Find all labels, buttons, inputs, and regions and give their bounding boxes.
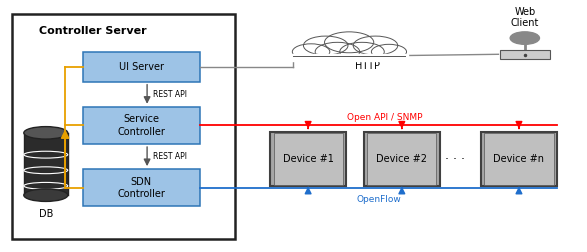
- FancyBboxPatch shape: [484, 133, 554, 185]
- Text: Device #2: Device #2: [376, 154, 427, 164]
- FancyBboxPatch shape: [364, 132, 440, 186]
- FancyBboxPatch shape: [83, 107, 200, 144]
- FancyBboxPatch shape: [481, 132, 557, 186]
- FancyBboxPatch shape: [12, 14, 235, 239]
- Text: HTTP: HTTP: [355, 60, 380, 71]
- Text: Controller Server: Controller Server: [39, 26, 147, 36]
- Circle shape: [372, 44, 407, 59]
- Circle shape: [353, 36, 398, 55]
- Bar: [24, 133, 68, 195]
- Circle shape: [303, 36, 348, 55]
- FancyBboxPatch shape: [83, 52, 200, 82]
- Text: Device #n: Device #n: [494, 154, 545, 164]
- Ellipse shape: [24, 127, 68, 139]
- Text: OpenFlow: OpenFlow: [356, 195, 401, 204]
- Text: REST API: REST API: [153, 90, 187, 99]
- Text: REST API: REST API: [153, 152, 187, 161]
- FancyBboxPatch shape: [83, 169, 200, 206]
- Circle shape: [292, 44, 330, 60]
- Text: · · ·: · · ·: [444, 152, 464, 166]
- Text: Device #1: Device #1: [283, 154, 333, 164]
- Circle shape: [315, 42, 360, 61]
- FancyBboxPatch shape: [270, 132, 346, 186]
- FancyBboxPatch shape: [274, 133, 343, 185]
- Circle shape: [340, 42, 384, 61]
- FancyBboxPatch shape: [367, 133, 436, 185]
- Text: Open API / SNMP: Open API / SNMP: [346, 113, 422, 122]
- Ellipse shape: [24, 189, 68, 201]
- Circle shape: [325, 32, 374, 53]
- Circle shape: [510, 32, 539, 44]
- Text: Service
Controller: Service Controller: [117, 114, 165, 137]
- Text: SDN
Controller: SDN Controller: [117, 176, 165, 199]
- Text: Web
Client: Web Client: [511, 7, 539, 28]
- FancyBboxPatch shape: [500, 50, 549, 59]
- Bar: [291, 54, 408, 60]
- Text: DB: DB: [39, 209, 53, 219]
- Text: UI Server: UI Server: [119, 62, 164, 72]
